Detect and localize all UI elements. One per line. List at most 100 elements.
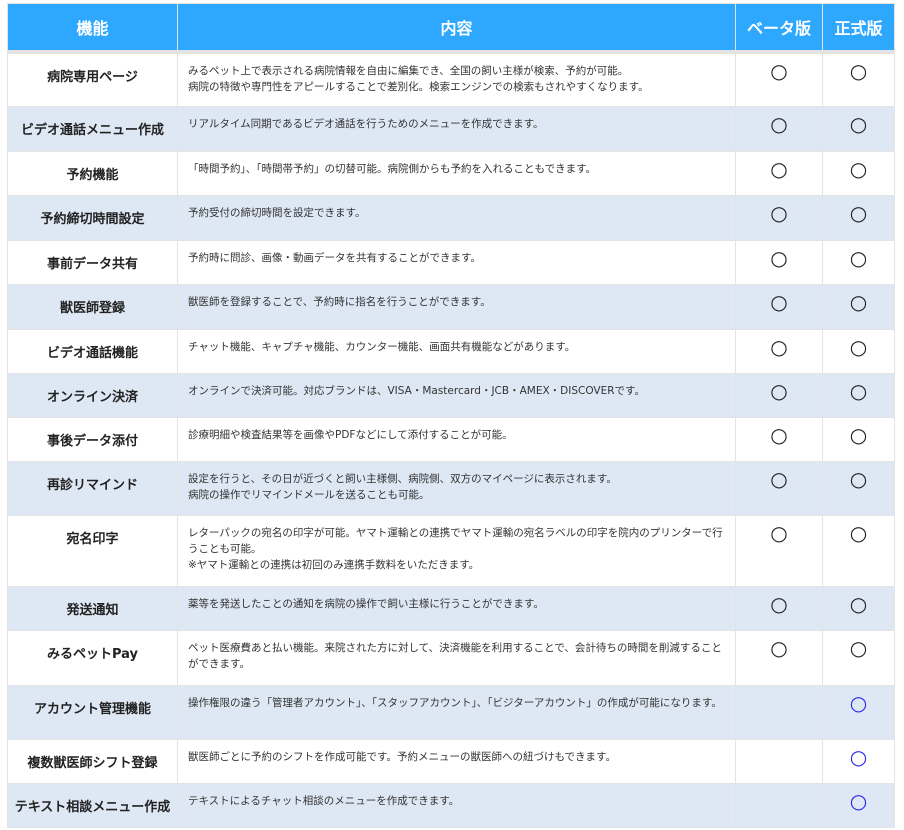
description-line: オンラインで決済可能。対応ブランドは、VISA・Mastercard・JCB・A… xyxy=(188,384,645,397)
header-official: 正式版 xyxy=(822,3,895,54)
feature-description: 操作権限の違う「管理者アカウント」、「スタッフアカウント」、「ビジターアカウント… xyxy=(177,684,736,740)
table-row: 予約締切時間設定 予約受付の締切時間を設定できます。 ○ ○ xyxy=(7,194,895,241)
table-row: みるペットPay ペット医療費あと払い機能。来院された方に対して、決済機能を利用す… xyxy=(7,629,895,686)
description-line: 獣医師を登録することで、予約時に指名を行うことができます。 xyxy=(188,295,491,308)
beta-availability-mark: ○ xyxy=(735,328,823,374)
table-row: 発送通知 薬等を発送したことの通知を病院の操作で飼い主様に行うことができます。 ○ ○ xyxy=(7,585,895,631)
description-line: ※ヤマト運輸との連携は初回のみ連携手数料をいただきます。 xyxy=(188,558,480,571)
official-availability-mark: ○ xyxy=(822,283,895,330)
table-row: 事後データ添付 診療明細や検査結果等を画像やPDFなどにして添付することが可能。 ○… xyxy=(7,416,895,462)
description-line: チャット機能、キャプチャ機能、カウンター機能、画面共有機能などがあります。 xyxy=(188,340,576,353)
beta-availability-mark xyxy=(735,684,823,740)
description-line: レターパックの宛名の印字が可能。ヤマト運輸との連携でヤマト運輸の宛名ラベルの印字… xyxy=(188,526,723,555)
feature-name: 発送通知 xyxy=(7,585,178,631)
beta-availability-mark: ○ xyxy=(735,460,823,516)
header-content: 内容 xyxy=(177,3,736,54)
feature-name: 宛名印字 xyxy=(7,514,178,587)
feature-description: レターパックの宛名の印字が可能。ヤマト運輸との連携でヤマト運輸の宛名ラベルの印字… xyxy=(177,514,736,587)
beta-availability-mark: ○ xyxy=(735,283,823,330)
official-availability-mark: ○ xyxy=(822,51,895,107)
feature-description: テキストによるチャット相談のメニューを作成できます。 xyxy=(177,782,736,828)
beta-availability-mark: ○ xyxy=(735,51,823,107)
description-line: ペット医療費あと払い機能。来院された方に対して、決済機能を利用することで、会計待… xyxy=(188,641,722,670)
feature-name: 予約締切時間設定 xyxy=(7,194,178,241)
feature-description: 予約受付の締切時間を設定できます。 xyxy=(177,194,736,241)
feature-name: アカウント管理機能 xyxy=(7,684,178,740)
header-feature: 機能 xyxy=(7,3,178,54)
table-row: ビデオ通話メニュー作成 リアルタイム同期であるビデオ通話を行うためのメニューを作成… xyxy=(7,105,895,152)
feature-description: 診療明細や検査結果等を画像やPDFなどにして添付することが可能。 xyxy=(177,416,736,462)
table-row: アカウント管理機能 操作権限の違う「管理者アカウント」、「スタッフアカウント」、「… xyxy=(7,684,895,740)
feature-description: チャット機能、キャプチャ機能、カウンター機能、画面共有機能などがあります。 xyxy=(177,328,736,374)
official-availability-mark: ○ xyxy=(822,194,895,241)
official-availability-mark: ○ xyxy=(822,416,895,462)
table-row: オンライン決済 オンラインで決済可能。対応ブランドは、VISA・Mastercar… xyxy=(7,372,895,418)
official-availability-mark: ○ xyxy=(822,738,895,784)
feature-name: 事後データ添付 xyxy=(7,416,178,462)
description-line: テキストによるチャット相談のメニューを作成できます。 xyxy=(188,794,460,807)
feature-description: 予約時に問診、画像・動画データを共有することができます。 xyxy=(177,239,736,285)
description-line: 病院の操作でリマインドメールを送ることも可能。 xyxy=(188,488,430,501)
feature-description: みるペット上で表示される病院情報を自由に編集でき、全国の飼い主様が検索、予約が可… xyxy=(177,51,736,107)
table-row: 宛名印字 レターパックの宛名の印字が可能。ヤマト運輸との連携でヤマト運輸の宛名ラベ… xyxy=(7,514,895,587)
feature-description: ペット医療費あと払い機能。来院された方に対して、決済機能を利用することで、会計待… xyxy=(177,629,736,686)
beta-availability-mark: ○ xyxy=(735,150,823,196)
official-availability-mark: ○ xyxy=(822,239,895,285)
feature-name: 病院専用ページ xyxy=(7,51,178,107)
feature-description: 設定を行うと、その日が近づくと飼い主様側、病院側、双方のマイページに表示されます… xyxy=(177,460,736,516)
feature-comparison-table: 機能 内容 ベータ版 正式版 病院専用ページ みるペット上で表示される病院情報を自… xyxy=(7,3,895,828)
feature-description: オンラインで決済可能。対応ブランドは、VISA・Mastercard・JCB・A… xyxy=(177,372,736,418)
feature-name: みるペットPay xyxy=(7,629,178,686)
feature-name: 事前データ共有 xyxy=(7,239,178,285)
official-availability-mark: ○ xyxy=(822,460,895,516)
official-availability-mark: ○ xyxy=(822,372,895,418)
feature-name: ビデオ通話機能 xyxy=(7,328,178,374)
feature-description: 「時間予約」、「時間帯予約」の切替可能。病院側からも予約を入れることもできます。 xyxy=(177,150,736,196)
official-availability-mark: ○ xyxy=(822,684,895,740)
description-line: 獣医師ごとに予約のシフトを作成可能です。予約メニューの獣医師への紐づけもできます… xyxy=(188,750,616,763)
official-availability-mark: ○ xyxy=(822,150,895,196)
table-row: 複数獣医師シフト登録 獣医師ごとに予約のシフトを作成可能です。予約メニューの獣医師… xyxy=(7,738,895,784)
description-line: みるペット上で表示される病院情報を自由に編集でき、全国の飼い主様が検索、予約が可… xyxy=(188,65,629,77)
beta-availability-mark xyxy=(735,738,823,784)
table-header: 機能 内容 ベータ版 正式版 xyxy=(7,3,895,54)
table-row: 予約機能 「時間予約」、「時間帯予約」の切替可能。病院側からも予約を入れることもで… xyxy=(7,150,895,196)
official-availability-mark: ○ xyxy=(822,782,895,828)
beta-availability-mark xyxy=(735,782,823,828)
table-row: ビデオ通話機能 チャット機能、キャプチャ機能、カウンター機能、画面共有機能などがあ… xyxy=(7,328,895,374)
description-line: 予約受付の締切時間を設定できます。 xyxy=(188,206,366,219)
feature-name: ビデオ通話メニュー作成 xyxy=(7,105,178,152)
official-availability-mark: ○ xyxy=(822,585,895,631)
official-availability-mark: ○ xyxy=(822,328,895,374)
table-row: 病院専用ページ みるペット上で表示される病院情報を自由に編集でき、全国の飼い主様が… xyxy=(7,51,895,107)
beta-availability-mark: ○ xyxy=(735,372,823,418)
table-row: 再診リマインド 設定を行うと、その日が近づくと飼い主様側、病院側、双方のマイページ… xyxy=(7,460,895,516)
description-line: 薬等を発送したことの通知を病院の操作で飼い主様に行うことができます。 xyxy=(188,597,544,610)
beta-availability-mark: ○ xyxy=(735,239,823,285)
official-availability-mark: ○ xyxy=(822,514,895,587)
table-row: テキスト相談メニュー作成 テキストによるチャット相談のメニューを作成できます。 ○ xyxy=(7,782,895,828)
description-line: 操作権限の違う「管理者アカウント」、「スタッフアカウント」、「ビジターアカウント… xyxy=(188,696,722,709)
header-beta: ベータ版 xyxy=(735,3,823,54)
feature-description: 薬等を発送したことの通知を病院の操作で飼い主様に行うことができます。 xyxy=(177,585,736,631)
feature-description: 獣医師を登録することで、予約時に指名を行うことができます。 xyxy=(177,283,736,330)
description-line: 診療明細や検査結果等を画像やPDFなどにして添付することが可能。 xyxy=(188,428,513,441)
feature-name: 再診リマインド xyxy=(7,460,178,516)
description-line: リアルタイム同期であるビデオ通話を行うためのメニューを作成できます。 xyxy=(188,117,544,130)
feature-name: オンライン決済 xyxy=(7,372,178,418)
beta-availability-mark: ○ xyxy=(735,585,823,631)
beta-availability-mark: ○ xyxy=(735,416,823,462)
official-availability-mark: ○ xyxy=(822,629,895,686)
feature-name: 複数獣医師シフト登録 xyxy=(7,738,178,784)
description-line: 予約時に問診、画像・動画データを共有することができます。 xyxy=(188,251,481,264)
feature-name: 予約機能 xyxy=(7,150,178,196)
beta-availability-mark: ○ xyxy=(735,629,823,686)
official-availability-mark: ○ xyxy=(822,105,895,152)
description-line: 設定を行うと、その日が近づくと飼い主様側、病院側、双方のマイページに表示されます… xyxy=(188,472,617,485)
feature-description: リアルタイム同期であるビデオ通話を行うためのメニューを作成できます。 xyxy=(177,105,736,152)
description-line: 「時間予約」、「時間帯予約」の切替可能。病院側からも予約を入れることもできます。 xyxy=(188,162,597,175)
beta-availability-mark: ○ xyxy=(735,514,823,587)
feature-name: 獣医師登録 xyxy=(7,283,178,330)
table-row: 獣医師登録 獣医師を登録することで、予約時に指名を行うことができます。 ○ ○ xyxy=(7,283,895,330)
beta-availability-mark: ○ xyxy=(735,105,823,152)
